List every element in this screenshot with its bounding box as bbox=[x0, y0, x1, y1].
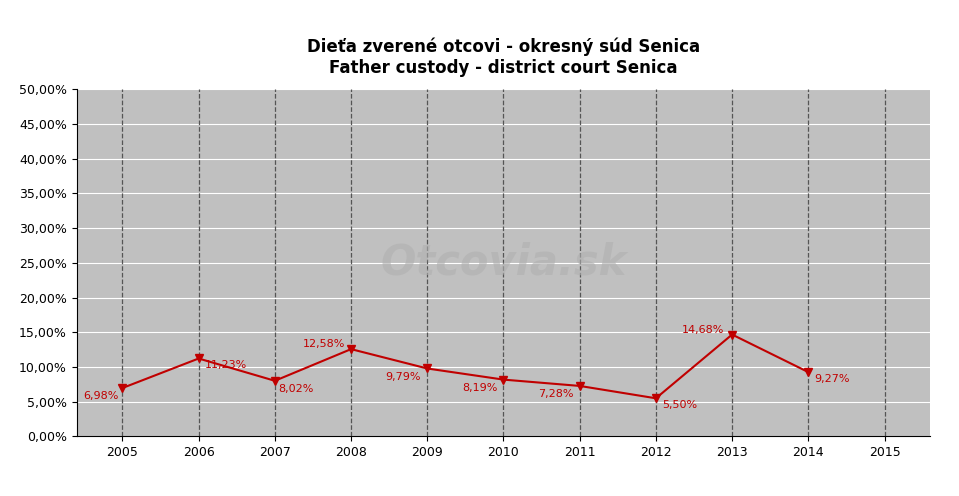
Text: 12,58%: 12,58% bbox=[303, 339, 345, 349]
Title: Dieťa zverené otcovi - okresný súd Senica
Father custody - district court Senica: Dieťa zverené otcovi - okresný súd Senic… bbox=[307, 37, 700, 76]
Text: 9,27%: 9,27% bbox=[814, 374, 850, 384]
Text: 6,98%: 6,98% bbox=[83, 391, 119, 401]
Text: Otcovia.sk: Otcovia.sk bbox=[381, 242, 626, 284]
Text: 11,23%: 11,23% bbox=[205, 361, 247, 371]
Text: 7,28%: 7,28% bbox=[538, 389, 573, 399]
Text: 8,19%: 8,19% bbox=[462, 383, 498, 393]
Text: 8,02%: 8,02% bbox=[279, 384, 314, 394]
Text: 9,79%: 9,79% bbox=[386, 372, 421, 382]
Text: 5,50%: 5,50% bbox=[662, 400, 697, 410]
Text: 14,68%: 14,68% bbox=[682, 325, 724, 335]
